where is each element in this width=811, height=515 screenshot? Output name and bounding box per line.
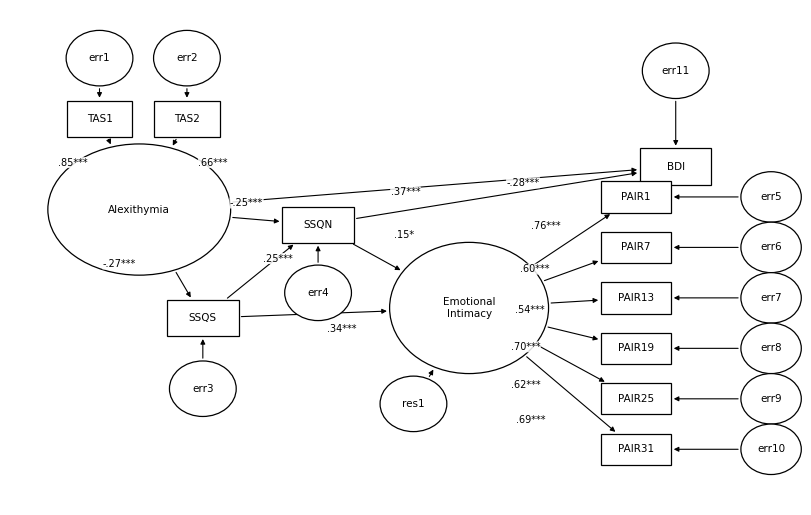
FancyBboxPatch shape xyxy=(601,434,671,465)
FancyBboxPatch shape xyxy=(601,383,671,415)
FancyBboxPatch shape xyxy=(601,181,671,213)
Ellipse shape xyxy=(67,30,133,86)
Text: PAIR19: PAIR19 xyxy=(618,344,654,353)
Text: err3: err3 xyxy=(192,384,213,394)
FancyBboxPatch shape xyxy=(154,100,220,137)
Text: .62***: .62*** xyxy=(512,380,541,390)
FancyBboxPatch shape xyxy=(640,148,711,185)
Text: .85***: .85*** xyxy=(58,158,88,167)
Text: TAS1: TAS1 xyxy=(87,114,113,124)
Ellipse shape xyxy=(380,376,447,432)
Text: TAS2: TAS2 xyxy=(174,114,200,124)
Text: .37***: .37*** xyxy=(391,187,420,197)
Text: -.28***: -.28*** xyxy=(507,178,539,188)
Text: BDI: BDI xyxy=(667,162,684,171)
Text: err1: err1 xyxy=(88,53,110,63)
Ellipse shape xyxy=(741,323,801,373)
Ellipse shape xyxy=(741,373,801,424)
FancyBboxPatch shape xyxy=(282,207,354,243)
Text: PAIR31: PAIR31 xyxy=(618,444,654,454)
Ellipse shape xyxy=(48,144,230,275)
Ellipse shape xyxy=(285,265,351,320)
Text: PAIR13: PAIR13 xyxy=(618,293,654,303)
Text: -.25***: -.25*** xyxy=(230,198,263,208)
Ellipse shape xyxy=(741,222,801,272)
Text: -.27***: -.27*** xyxy=(103,259,136,269)
FancyBboxPatch shape xyxy=(67,100,132,137)
Ellipse shape xyxy=(153,30,221,86)
Ellipse shape xyxy=(741,171,801,222)
Text: .69***: .69*** xyxy=(516,415,545,425)
Ellipse shape xyxy=(389,243,548,373)
Text: SSQN: SSQN xyxy=(303,220,333,230)
Text: err11: err11 xyxy=(662,66,690,76)
Text: PAIR7: PAIR7 xyxy=(621,243,650,252)
Text: err4: err4 xyxy=(307,288,329,298)
Text: err2: err2 xyxy=(176,53,198,63)
Text: .70***: .70*** xyxy=(511,342,540,352)
Text: SSQS: SSQS xyxy=(189,313,217,323)
Text: PAIR25: PAIR25 xyxy=(618,394,654,404)
Ellipse shape xyxy=(169,361,236,417)
Text: err9: err9 xyxy=(760,394,782,404)
Text: Alexithymia: Alexithymia xyxy=(109,204,170,215)
Text: err6: err6 xyxy=(760,243,782,252)
Text: err5: err5 xyxy=(760,192,782,202)
Text: res1: res1 xyxy=(402,399,425,409)
Text: .25***: .25*** xyxy=(264,253,294,264)
Ellipse shape xyxy=(741,424,801,474)
Ellipse shape xyxy=(741,272,801,323)
Text: PAIR1: PAIR1 xyxy=(621,192,650,202)
FancyBboxPatch shape xyxy=(167,300,238,336)
FancyBboxPatch shape xyxy=(601,333,671,364)
Text: err7: err7 xyxy=(760,293,782,303)
Ellipse shape xyxy=(642,43,709,98)
Text: err8: err8 xyxy=(760,344,782,353)
Text: .34***: .34*** xyxy=(327,324,357,334)
Text: .76***: .76*** xyxy=(530,221,560,231)
FancyBboxPatch shape xyxy=(601,232,671,263)
FancyBboxPatch shape xyxy=(601,282,671,314)
Text: err10: err10 xyxy=(757,444,785,454)
Text: .15*: .15* xyxy=(394,230,414,240)
Text: .54***: .54*** xyxy=(516,305,545,316)
Text: Emotional
Intimacy: Emotional Intimacy xyxy=(443,297,496,319)
Text: .66***: .66*** xyxy=(199,158,228,167)
Text: .60***: .60*** xyxy=(520,264,549,274)
